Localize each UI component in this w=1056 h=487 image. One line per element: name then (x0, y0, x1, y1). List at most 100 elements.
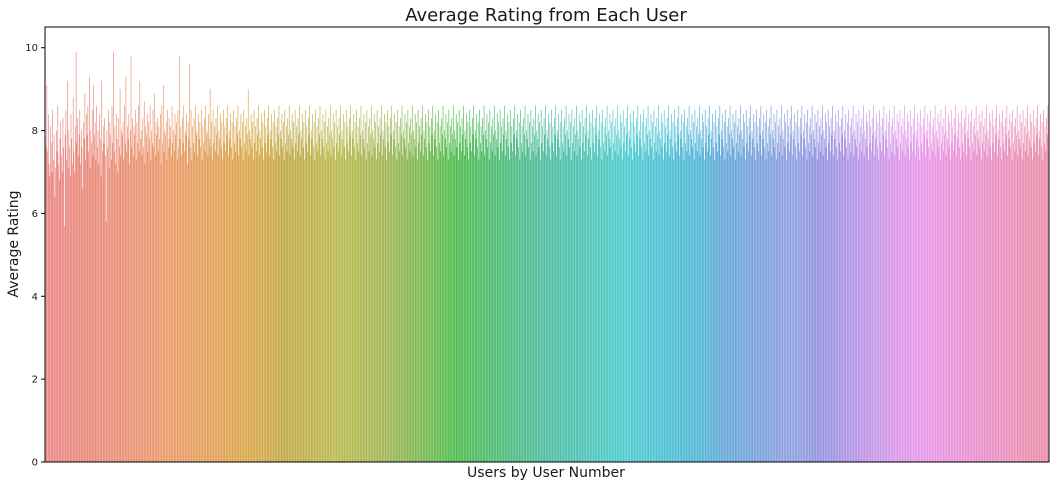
bar (860, 151, 862, 463)
bar (324, 159, 326, 462)
bar (914, 105, 915, 463)
bar (92, 155, 94, 462)
bar (970, 159, 972, 462)
bar (105, 155, 106, 462)
bar (923, 134, 925, 462)
bar (136, 122, 138, 462)
bar (905, 130, 907, 462)
bar (972, 143, 973, 462)
bar (320, 155, 322, 462)
bar (425, 147, 427, 462)
bar (557, 138, 559, 463)
bar (727, 151, 729, 463)
bar (534, 134, 535, 462)
bar (779, 118, 781, 462)
bar (546, 130, 548, 462)
bar (499, 109, 501, 463)
bar (967, 138, 969, 463)
bar (709, 105, 710, 463)
bar (853, 155, 855, 462)
bar (135, 159, 137, 462)
bar (912, 118, 914, 462)
bar (167, 109, 168, 463)
bar (764, 122, 766, 462)
bar (816, 159, 818, 462)
bar (624, 126, 625, 463)
bar (325, 109, 327, 463)
bar (825, 147, 827, 462)
bar (409, 151, 411, 463)
bar (589, 147, 591, 462)
bar (597, 155, 598, 462)
bar (646, 118, 647, 462)
bar (956, 155, 957, 462)
bar (378, 126, 379, 463)
bar (582, 143, 584, 462)
bar (318, 134, 320, 462)
bar (685, 126, 687, 463)
bar (342, 138, 343, 463)
bar (879, 143, 881, 462)
bar (1010, 147, 1011, 462)
bar (724, 159, 726, 462)
bar (283, 122, 284, 462)
bar (468, 159, 469, 462)
bar (692, 147, 694, 462)
bar (770, 105, 772, 463)
bar (1030, 147, 1032, 462)
bar (1030, 114, 1031, 462)
bar (69, 147, 70, 462)
bar (168, 118, 170, 462)
bar (104, 118, 105, 462)
bar (983, 151, 985, 463)
bar (594, 151, 595, 463)
bar (288, 105, 290, 463)
bar (865, 138, 866, 463)
bar (262, 122, 264, 462)
bar (548, 114, 549, 462)
bar (834, 138, 836, 463)
bar (226, 134, 228, 462)
bar (234, 126, 236, 463)
bar (580, 122, 581, 462)
bar (638, 155, 639, 462)
bar (578, 114, 580, 462)
bar (475, 138, 477, 463)
bar (223, 109, 224, 463)
bar (539, 122, 540, 462)
bar (148, 122, 149, 462)
bar (523, 118, 524, 462)
bar (630, 147, 632, 462)
bar (217, 105, 218, 463)
bar (500, 143, 502, 462)
bar (586, 155, 588, 462)
bar (703, 122, 705, 462)
bar (332, 114, 334, 462)
bar (845, 114, 847, 462)
bar (1006, 105, 1008, 463)
bar (267, 134, 269, 462)
bar (200, 147, 201, 462)
bar (307, 151, 308, 463)
bar (793, 138, 795, 463)
bar (588, 138, 590, 463)
bar (421, 134, 423, 462)
bar (282, 147, 283, 462)
bar (365, 122, 366, 462)
bar (794, 147, 796, 462)
bar (57, 105, 59, 463)
bar (322, 114, 324, 462)
bar (909, 109, 911, 463)
bar (619, 138, 620, 463)
bar (188, 138, 190, 463)
bar (833, 155, 834, 462)
bar (636, 118, 637, 462)
bar (341, 130, 343, 462)
bar (463, 105, 464, 463)
bar (553, 151, 554, 463)
bar (430, 151, 431, 463)
bar (274, 109, 275, 463)
bar (183, 105, 185, 463)
bar (648, 155, 650, 462)
bar (509, 159, 510, 462)
